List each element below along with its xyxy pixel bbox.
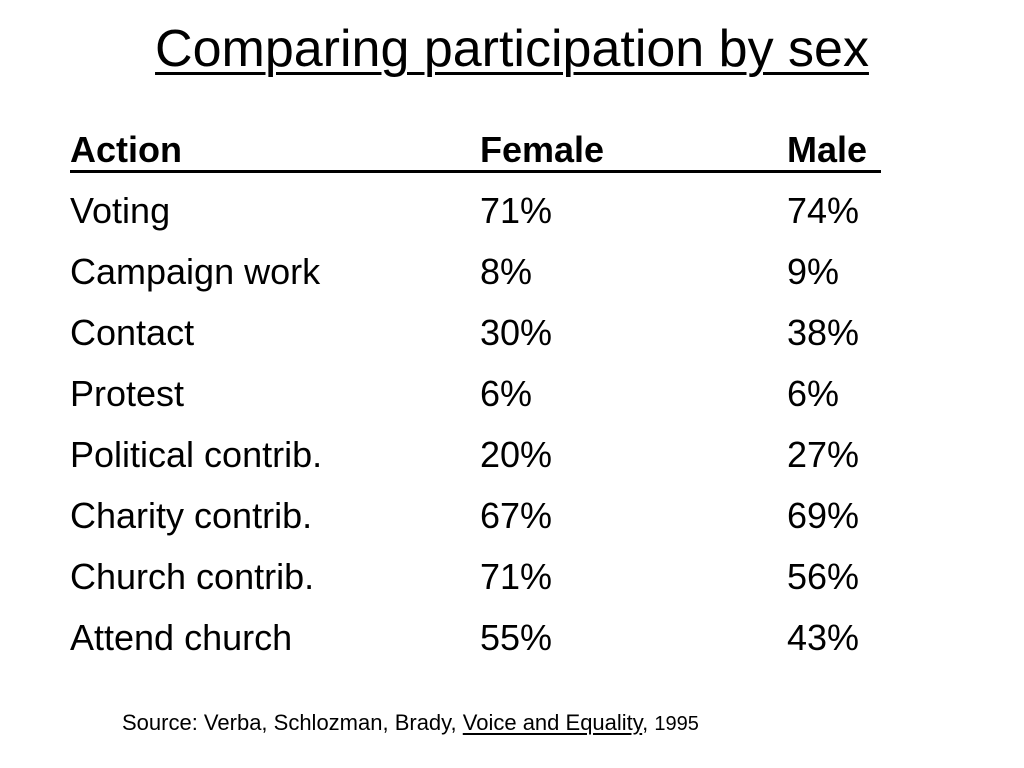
row-male: 27%: [787, 434, 860, 475]
slide-title-text: Comparing participation by sex: [155, 20, 869, 78]
header-action: Action: [70, 129, 182, 170]
table-header-row: Action Female Male: [70, 119, 890, 180]
table-row: Political contrib. 20% 27%: [70, 424, 890, 485]
row-action: Protest: [70, 373, 185, 414]
source-year: 1995: [654, 713, 699, 735]
source-citation: Source: Verba, Schlozman, Brady, Voice a…: [122, 708, 699, 739]
row-female: 71%: [480, 190, 553, 231]
row-male: 56%: [787, 556, 860, 597]
row-female: 67%: [480, 495, 553, 536]
row-female: 20%: [480, 434, 553, 475]
row-female: 8%: [480, 251, 533, 292]
row-action: Campaign work: [70, 251, 321, 292]
row-female: 30%: [480, 312, 553, 353]
row-male: 69%: [787, 495, 860, 536]
row-male: 9%: [787, 251, 840, 292]
slide-title: Comparing participation by sex: [0, 14, 1024, 84]
row-female: 71%: [480, 556, 553, 597]
table-row: Protest 6% 6%: [70, 363, 890, 424]
row-female: 55%: [480, 617, 553, 658]
row-male: 6%: [787, 373, 840, 414]
table-row: Voting 71% 74%: [70, 180, 890, 241]
row-action: Contact: [70, 312, 195, 353]
row-action: Attend church: [70, 617, 293, 658]
row-male: 38%: [787, 312, 860, 353]
source-book-title: Voice and Equality: [462, 710, 643, 735]
row-action: Church contrib.: [70, 556, 315, 597]
table-row: Campaign work 8% 9%: [70, 241, 890, 302]
source-separator: ,: [642, 710, 655, 735]
header-female: Female: [480, 129, 605, 170]
row-action: Charity contrib.: [70, 495, 313, 536]
header-male: Male: [787, 129, 868, 170]
row-male: 43%: [787, 617, 860, 658]
table-row: Contact 30% 38%: [70, 302, 890, 363]
table-row: Church contrib. 71% 56%: [70, 546, 890, 607]
source-prefix: Source: Verba, Schlozman, Brady,: [122, 710, 463, 735]
header-underline: [70, 170, 881, 173]
participation-table: Action Female Male Voting 71% 74% Campai…: [70, 119, 890, 668]
row-action: Voting: [70, 190, 171, 231]
row-action: Political contrib.: [70, 434, 323, 475]
row-male: 74%: [787, 190, 860, 231]
row-female: 6%: [480, 373, 533, 414]
table-row: Charity contrib. 67% 69%: [70, 485, 890, 546]
table-row: Attend church 55% 43%: [70, 607, 890, 668]
